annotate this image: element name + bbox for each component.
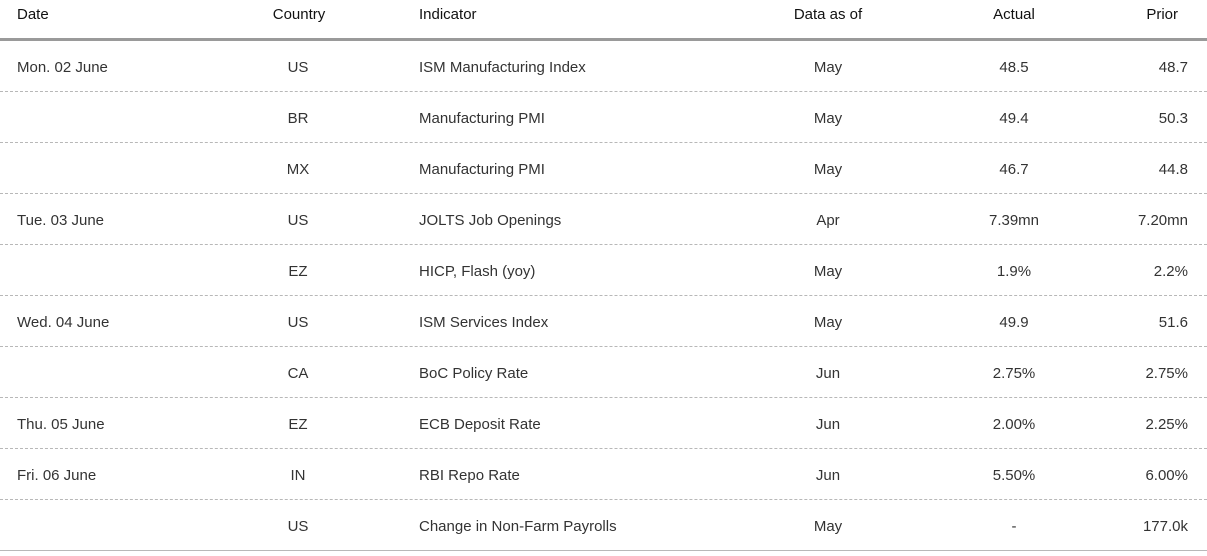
cell-country: US [287,212,309,229]
table-row: CA BoC Policy Rate Jun 2.75% 2.75% [0,347,1207,398]
cell-date: Tue. 03 June [17,212,105,229]
cell-prior: 6.00% [1145,467,1188,484]
cell-country: CA [287,365,309,382]
cell-indicator: Change in Non-Farm Payrolls [419,518,617,535]
table-row: US Change in Non-Farm Payrolls May - 177… [0,500,1207,551]
header-date: Date [17,6,49,23]
cell-indicator: ISM Manufacturing Index [419,59,586,76]
cell-indicator: JOLTS Job Openings [419,212,562,229]
header-country: Country [272,6,326,23]
table-header: Date Country Indicator Data as of Actual… [0,0,1207,41]
cell-date: Wed. 04 June [17,314,110,331]
cell-country: US [287,518,309,535]
cell-country: BR [287,110,309,127]
cell-actual: 1.9% [996,263,1032,280]
cell-prior: 2.25% [1145,416,1188,433]
cell-prior: 2.2% [1153,263,1188,280]
cell-data-as-of: May [813,263,843,280]
cell-actual: 48.5 [999,59,1029,76]
cell-data-as-of: Jun [815,467,841,484]
cell-country: MX [286,161,310,178]
cell-prior: 51.6 [1158,314,1188,331]
cell-data-as-of: Jun [815,365,841,382]
cell-prior: 2.75% [1145,365,1188,382]
cell-actual: 49.4 [999,110,1029,127]
table-row: Tue. 03 June US JOLTS Job Openings Apr 7… [0,194,1207,245]
cell-data-as-of: Apr [816,212,840,229]
cell-data-as-of: May [813,314,843,331]
cell-indicator: ISM Services Index [419,314,549,331]
cell-country: IN [290,467,306,484]
cell-actual: - [1011,518,1017,535]
cell-indicator: Manufacturing PMI [419,161,545,178]
cell-prior: 7.20mn [1137,212,1188,229]
cell-actual: 5.50% [992,467,1036,484]
cell-actual: 2.00% [992,416,1036,433]
header-actual: Actual [993,6,1035,23]
header-prior: Prior [1146,6,1178,23]
table-row: MX Manufacturing PMI May 46.7 44.8 [0,143,1207,194]
cell-indicator: HICP, Flash (yoy) [419,263,536,280]
cell-actual: 2.75% [992,365,1036,382]
cell-date: Fri. 06 June [17,467,97,484]
cell-indicator: Manufacturing PMI [419,110,545,127]
cell-country: US [287,314,309,331]
table-row: Fri. 06 June IN RBI Repo Rate Jun 5.50% … [0,449,1207,500]
cell-indicator: RBI Repo Rate [419,467,520,484]
cell-indicator: ECB Deposit Rate [419,416,541,433]
cell-data-as-of: May [813,518,843,535]
cell-country: EZ [288,416,308,433]
table-row: EZ HICP, Flash (yoy) May 1.9% 2.2% [0,245,1207,296]
cell-data-as-of: May [813,59,843,76]
cell-date: Mon. 02 June [17,59,108,76]
cell-indicator: BoC Policy Rate [419,365,529,382]
cell-data-as-of: May [813,161,843,178]
cell-prior: 48.7 [1158,59,1188,76]
cell-prior: 177.0k [1142,518,1188,535]
header-indicator: Indicator [419,6,477,23]
cell-data-as-of: Jun [815,416,841,433]
cell-country: US [287,59,309,76]
table-row: Thu. 05 June EZ ECB Deposit Rate Jun 2.0… [0,398,1207,449]
cell-prior: 50.3 [1158,110,1188,127]
table-row: BR Manufacturing PMI May 49.4 50.3 [0,92,1207,143]
table-row: Mon. 02 June US ISM Manufacturing Index … [0,41,1207,92]
cell-country: EZ [288,263,308,280]
header-data-as-of: Data as of [793,6,863,23]
cell-actual: 7.39mn [988,212,1040,229]
cell-data-as-of: May [813,110,843,127]
cell-actual: 46.7 [999,161,1029,178]
table-row: Wed. 04 June US ISM Services Index May 4… [0,296,1207,347]
cell-date: Thu. 05 June [17,416,105,433]
cell-prior: 44.8 [1158,161,1188,178]
cell-actual: 49.9 [999,314,1029,331]
